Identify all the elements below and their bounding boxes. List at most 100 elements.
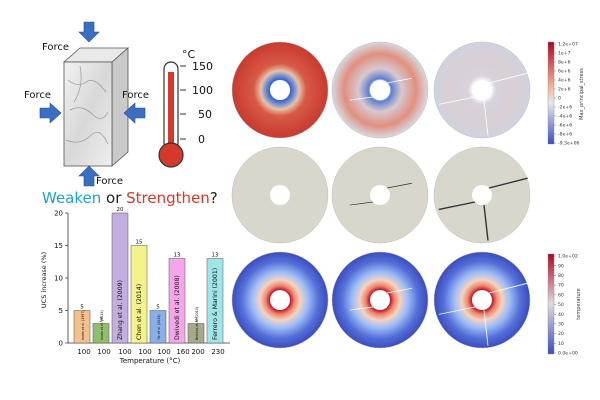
colorbar-stress-gradient: [547, 41, 555, 145]
thermometer-unit: °C: [182, 48, 196, 61]
headline-connector: or: [101, 189, 127, 207]
rock-front-face: [63, 61, 113, 167]
chart-xtick-label: 160: [176, 348, 189, 356]
colorbar-tick-label: -4e+6: [558, 114, 572, 120]
headline-strengthen: Strengthen: [126, 189, 210, 207]
simulation-grid: [231, 41, 531, 349]
colorbar-stress: 1.2e+07 1e+7 8e+6 6e+6 4e+6 2e+6 0 -2e+6 -4e+6 -6…: [547, 41, 585, 147]
chart-bar-label: Inada et al. (2015): [100, 310, 104, 340]
force-label-top: Force: [42, 42, 69, 53]
chart-bar-value: 3: [194, 318, 198, 324]
colorbar-tick-label: 40: [558, 312, 564, 318]
colorbar-tick-label: 0.0e+00: [558, 351, 578, 357]
disc-borehole: [270, 290, 290, 310]
fracture-line: [483, 99, 489, 136]
colorbar-tick-label: 1.2e+07: [558, 42, 578, 48]
colorbar-tick-label: 8e+6: [558, 60, 571, 66]
chart-bar-value: 13: [212, 253, 219, 259]
fracture-line: [438, 96, 476, 105]
force-label-right: Force: [122, 90, 149, 101]
thermometer: °C 150 100 50 0: [158, 48, 213, 168]
chart-bar: [73, 310, 91, 344]
colorbar-tick-label: 30: [558, 322, 564, 328]
chart-bar: [206, 258, 224, 344]
fracture-line: [386, 287, 412, 294]
fracture-line: [386, 182, 412, 189]
disc-borehole: [472, 290, 492, 310]
colorbar-tick-label: 1.0e+02: [558, 254, 578, 260]
thermometer-tick-150: 150: [192, 60, 213, 73]
colorbar-tick-label: 1e+7: [558, 51, 571, 57]
disc-borehole: [370, 290, 390, 310]
fracture-line: [488, 72, 528, 84]
chart-bar-value: 20: [117, 207, 124, 213]
rock-side-face: [111, 47, 129, 167]
colorbar-tick-label: 50: [558, 302, 564, 308]
fracture-line: [349, 96, 374, 101]
colorbar-temp-gradient: [547, 253, 555, 355]
colorbar-tick-label: 4e+6: [558, 78, 571, 84]
force-label-bottom: Force: [96, 176, 123, 187]
headline-question-mark: ?: [209, 189, 218, 207]
marble-veins: [65, 65, 109, 145]
colorbar-tick-label: -9.3e+06: [558, 141, 580, 147]
disc-borehole: [370, 185, 390, 205]
colorbar-tick-label: 2e+6: [558, 87, 571, 93]
chart-xtick-label: 100: [77, 348, 90, 356]
chart-bar: [168, 258, 186, 344]
chart-ytick-label: 15: [54, 242, 63, 250]
fracture-line: [438, 201, 476, 211]
colorbar-tick-label: -2e+6: [558, 105, 572, 111]
chart-xlabel: Temperature (°C): [119, 357, 181, 365]
chart-ylabel: UCS increase (%): [40, 252, 48, 308]
disc-borehole: [270, 185, 290, 205]
force-arrow-bottom: [78, 165, 100, 187]
chart-bar-label: Brotóns et al. (2013): [195, 307, 199, 340]
rock-sample-diagram: Force Force Force Force: [24, 21, 149, 187]
disc-borehole: [370, 80, 390, 100]
chart-xtick-label: 100: [157, 348, 170, 356]
colorbar-tick-label: 80: [558, 273, 564, 279]
headline-weaken: Weaken: [42, 189, 102, 207]
force-label-left: Force: [24, 90, 51, 101]
fracture-line: [349, 306, 374, 311]
disc-borehole: [472, 185, 492, 205]
thermometer-tick-100: 100: [192, 84, 213, 97]
chart-bar: [149, 310, 167, 344]
chart-xtick-label: 100: [138, 348, 151, 356]
chart-bar-label: Chen et al. (2014): [136, 284, 143, 340]
colorbar-tick-label: 70: [558, 283, 564, 289]
thermometer-tick-50: 50: [198, 108, 212, 121]
colorbar-tick-label: 0: [558, 96, 561, 102]
chart-bar-value: 13: [174, 253, 181, 259]
thermometer-mercury: [168, 72, 174, 156]
chart-bar-label: Yin et al. (2015): [157, 315, 161, 340]
headline: Weaken or Strengthen?: [42, 189, 242, 207]
chart-bar-value: 5: [156, 305, 160, 311]
chart-xtick-label: 100: [97, 348, 110, 356]
colorbar-tick-label: 20: [558, 331, 564, 337]
force-arrow-right: [123, 102, 146, 124]
chart-ytick-label: 10: [54, 275, 63, 283]
fracture-line: [483, 204, 489, 241]
chart-bar-value: 15: [136, 240, 143, 246]
fracture-line: [483, 309, 489, 346]
colorbar-tick-label: 90: [558, 263, 564, 269]
colorbar-temperature: 1.0e+02 90 80 70 60 50 40 30 20 10 0.0e+00 tempera…: [547, 253, 582, 357]
colorbar-tick-label: 60: [558, 292, 564, 298]
fracture-line: [386, 77, 412, 84]
chart-ytick-label: 20: [54, 210, 63, 218]
chart-ytick-label: 5: [59, 307, 63, 315]
chart-xtick-label: 200: [191, 348, 204, 356]
fracture-line: [488, 177, 528, 189]
chart-bar-value: 5: [80, 305, 84, 311]
fracture-line: [438, 306, 476, 315]
chart-ytick-label: 0: [59, 340, 63, 348]
colorbar-tick-label: -6e+6: [558, 123, 572, 129]
chart-xtick-label: 230: [211, 348, 224, 356]
colorbar-stress-title: Max_principal_stress: [579, 68, 585, 120]
thermometer-bulb: [158, 142, 184, 168]
force-arrow-left: [39, 102, 62, 124]
